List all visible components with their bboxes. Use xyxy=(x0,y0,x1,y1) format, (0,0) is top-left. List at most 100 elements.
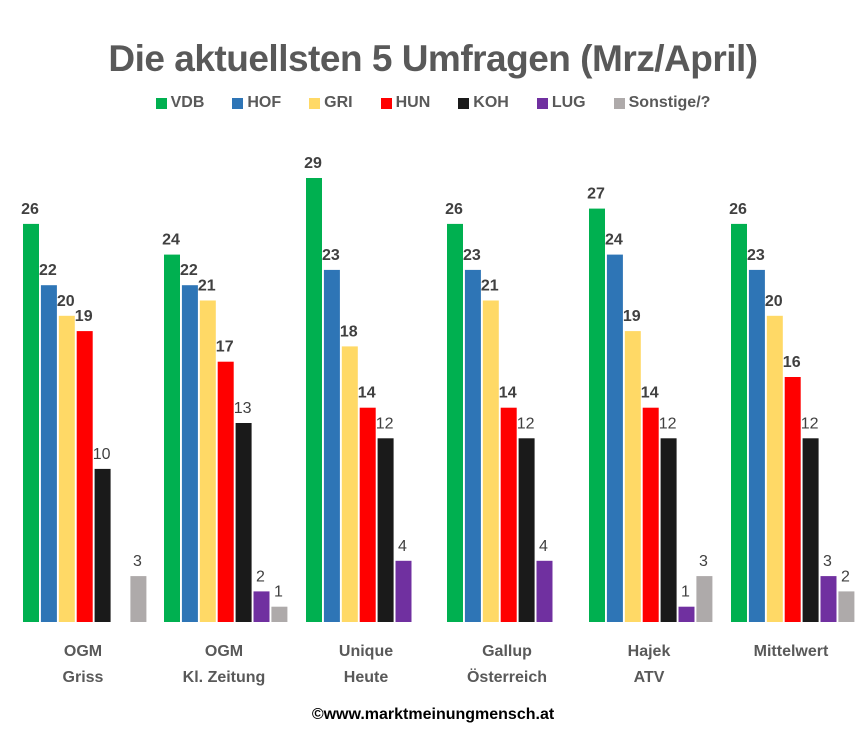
data-label: 19 xyxy=(75,308,93,325)
bar-hof-4 xyxy=(606,254,623,622)
legend-label: KOH xyxy=(473,94,509,111)
chart-title: Die aktuellsten 5 Umfragen (Mrz/April) xyxy=(108,38,758,79)
bar-hof-2 xyxy=(323,269,340,622)
legend-swatch xyxy=(309,97,321,109)
bar-hun-0 xyxy=(76,331,93,622)
bar-lug-2 xyxy=(395,560,412,622)
legend-item-vdb: VDB xyxy=(155,94,205,112)
bar-hun-4 xyxy=(642,407,659,622)
legend-item-koh: KOH xyxy=(458,94,509,112)
legend-swatch xyxy=(155,97,167,109)
bar-gri-0 xyxy=(58,315,75,622)
bar-vdb-3 xyxy=(447,223,463,622)
data-label: 21 xyxy=(481,278,499,295)
legend-item-gri: GRI xyxy=(309,94,353,112)
data-label: 12 xyxy=(517,415,535,432)
category-label: Hajek xyxy=(628,643,671,660)
bar-gri-5 xyxy=(766,315,783,622)
category-label: Griss xyxy=(63,669,104,686)
bar-koh-3 xyxy=(518,438,535,622)
category-label: Heute xyxy=(344,669,389,686)
legend-swatch xyxy=(232,97,244,109)
data-label: 29 xyxy=(304,155,322,172)
copyright-footer: ©www.marktmeinungmensch.at xyxy=(311,706,555,723)
data-label: 4 xyxy=(398,538,407,555)
legend-swatch xyxy=(536,97,548,109)
bar-lug-1 xyxy=(253,591,270,622)
data-label: 24 xyxy=(605,232,623,249)
category-label: Österreich xyxy=(467,667,547,686)
bar-gri-1 xyxy=(199,300,216,622)
data-label: 3 xyxy=(699,553,708,570)
data-label: 17 xyxy=(216,339,234,356)
data-label: 23 xyxy=(747,247,765,264)
bar-hof-3 xyxy=(464,269,481,622)
legend-label: LUG xyxy=(551,94,586,111)
bar-sonstige-1 xyxy=(271,606,288,622)
legend-label: Sonstige/? xyxy=(628,94,711,111)
bar-sonstige-0 xyxy=(130,576,147,622)
bar-vdb-4 xyxy=(589,208,605,622)
data-label: 3 xyxy=(133,553,142,570)
bar-vdb-2 xyxy=(306,178,322,622)
bar-lug-3 xyxy=(536,560,553,622)
legend-item-hun: HUN xyxy=(380,94,431,112)
category-label: Gallup xyxy=(482,643,532,660)
legend-label: HOF xyxy=(247,94,282,111)
data-label: 18 xyxy=(340,323,358,340)
data-label: 12 xyxy=(659,415,677,432)
data-label: 21 xyxy=(198,278,216,295)
legend-item-lug: LUG xyxy=(536,94,586,112)
data-label: 12 xyxy=(376,415,394,432)
data-label: 26 xyxy=(445,201,463,218)
data-label: 19 xyxy=(623,308,641,325)
bar-gri-4 xyxy=(624,331,641,622)
bar-lug-4 xyxy=(678,606,695,622)
data-label: 1 xyxy=(274,584,283,601)
bar-hof-0 xyxy=(40,285,57,622)
category-label: Mittelwert xyxy=(754,643,829,660)
category-label: ATV xyxy=(634,669,665,686)
data-label: 3 xyxy=(823,553,832,570)
data-label: 13 xyxy=(234,400,252,417)
legend-item-sonstige: Sonstige/? xyxy=(613,94,711,112)
data-label: 26 xyxy=(21,201,39,218)
data-label: 2 xyxy=(256,568,265,585)
bar-koh-2 xyxy=(377,438,394,622)
bar-koh-1 xyxy=(235,423,252,622)
legend-swatch xyxy=(380,97,392,109)
data-label: 23 xyxy=(322,247,340,264)
data-label: 26 xyxy=(729,201,747,218)
data-label: 14 xyxy=(641,385,659,402)
category-label: OGM xyxy=(205,643,243,660)
bar-hun-2 xyxy=(359,407,376,622)
bar-koh-0 xyxy=(94,468,111,622)
bar-sonstige-5 xyxy=(838,591,855,622)
data-label: 23 xyxy=(463,247,481,264)
data-label: 1 xyxy=(681,584,690,601)
data-label: 4 xyxy=(539,538,548,555)
bar-hof-5 xyxy=(748,269,765,622)
data-label: 22 xyxy=(180,262,198,279)
data-label: 16 xyxy=(783,354,801,371)
category-label: Unique xyxy=(339,643,393,660)
data-label: 20 xyxy=(57,293,75,310)
legend-label: HUN xyxy=(395,94,431,111)
data-label: 14 xyxy=(499,385,517,402)
data-label: 12 xyxy=(801,415,819,432)
category-label: OGM xyxy=(64,643,102,660)
bar-vdb-1 xyxy=(164,254,180,622)
bar-lug-5 xyxy=(820,576,837,622)
legend-label: VDB xyxy=(170,94,205,111)
bar-vdb-5 xyxy=(731,223,747,622)
bar-hun-5 xyxy=(784,377,801,622)
bar-hun-1 xyxy=(217,361,234,622)
data-label: 20 xyxy=(765,293,783,310)
bar-sonstige-4 xyxy=(696,576,713,622)
category-label: Kl. Zeitung xyxy=(183,669,266,686)
bar-gri-3 xyxy=(482,300,499,622)
data-label: 22 xyxy=(39,262,57,279)
data-label: 14 xyxy=(358,385,376,402)
bar-vdb-0 xyxy=(23,223,39,622)
